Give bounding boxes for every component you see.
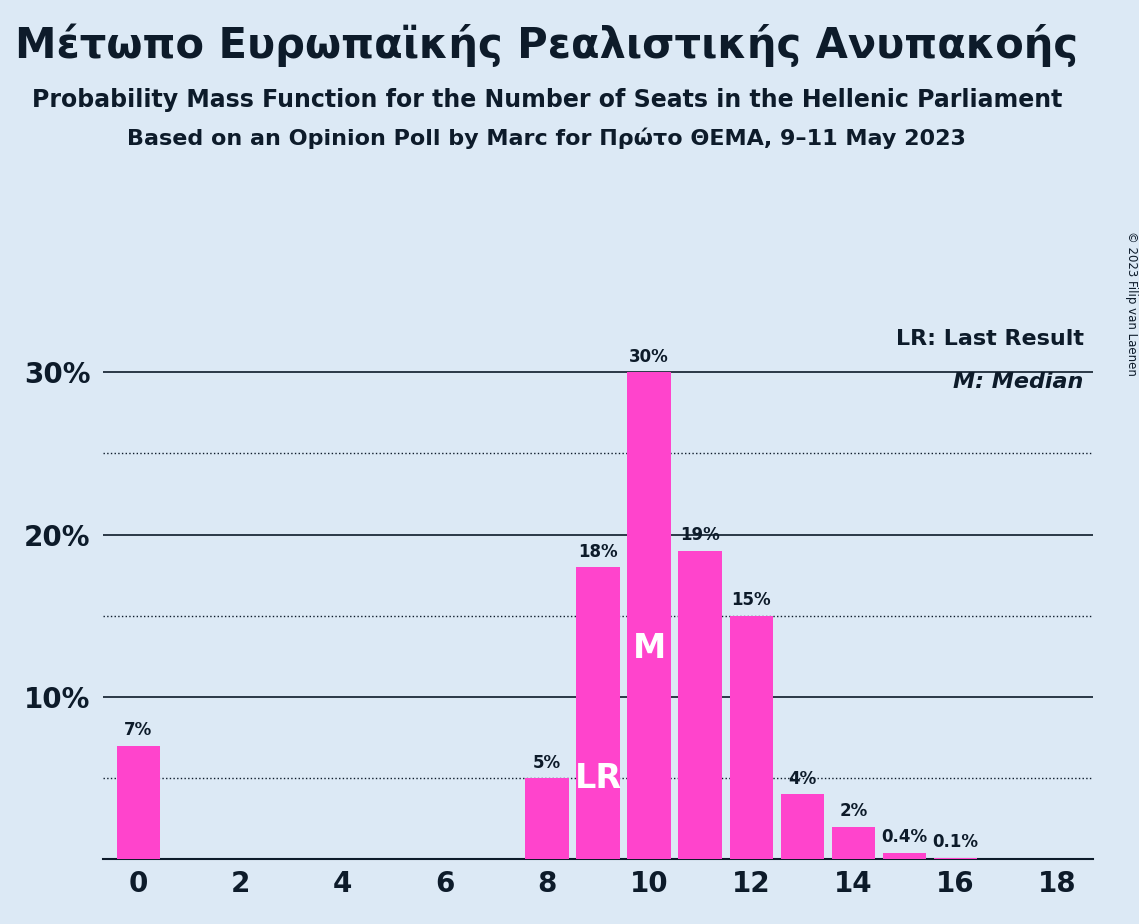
Bar	[780, 795, 823, 859]
Text: © 2023 Filip van Laenen: © 2023 Filip van Laenen	[1124, 231, 1138, 376]
Text: 0.1%: 0.1%	[933, 833, 978, 851]
Text: 7%: 7%	[124, 721, 153, 739]
Text: 0.4%: 0.4%	[882, 828, 927, 846]
Text: 4%: 4%	[788, 770, 817, 788]
Text: M: M	[632, 632, 665, 664]
Bar	[576, 567, 620, 859]
Bar	[934, 857, 977, 859]
Text: M: Median: M: Median	[953, 371, 1083, 392]
Text: LR: Last Result: LR: Last Result	[895, 329, 1083, 348]
Text: Based on an Opinion Poll by Marc for Πρώτο ΘΕΜΑ, 9–11 May 2023: Based on an Opinion Poll by Marc for Πρώ…	[128, 128, 966, 149]
Text: LR: LR	[574, 761, 622, 795]
Text: 15%: 15%	[731, 591, 771, 609]
Bar	[831, 827, 875, 859]
Bar	[679, 551, 722, 859]
Bar	[116, 746, 159, 859]
Text: 5%: 5%	[533, 754, 562, 772]
Text: 30%: 30%	[629, 347, 669, 366]
Text: Probability Mass Function for the Number of Seats in the Hellenic Parliament: Probability Mass Function for the Number…	[32, 88, 1062, 112]
Bar	[628, 372, 671, 859]
Bar	[729, 615, 773, 859]
Text: 18%: 18%	[579, 542, 617, 561]
Bar	[525, 778, 568, 859]
Text: 19%: 19%	[680, 527, 720, 544]
Bar	[883, 853, 926, 859]
Text: 2%: 2%	[839, 802, 868, 821]
Text: Μέτωπο Ευρωπαϊκής Ρεαλιστικής Ανυπακοής: Μέτωπο Ευρωπαϊκής Ρεαλιστικής Ανυπακοής	[15, 23, 1079, 67]
